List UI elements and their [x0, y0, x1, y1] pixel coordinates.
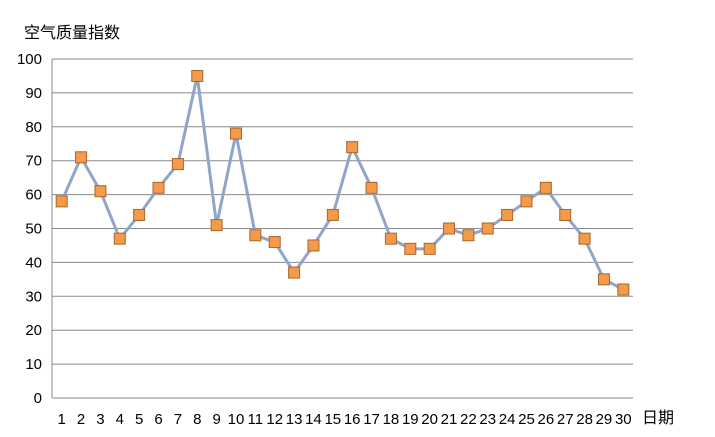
data-point — [191, 69, 204, 82]
series-line — [60, 74, 625, 291]
x-axis-ticks: 1 2 3 4 5 6 7 8 9 10 11 12 13 14 15 16 17 18 19 20 21 22 23 24 2… — [58, 411, 632, 428]
y-tick-label: 50 — [25, 221, 42, 238]
data-point — [384, 232, 397, 245]
x-tick-label: 9 — [212, 411, 220, 428]
x-tick-label: 2 — [77, 411, 85, 428]
y-tick-label: 90 — [25, 85, 42, 102]
x-tick-label: 24 — [499, 411, 516, 428]
data-point — [520, 195, 533, 208]
data-point — [501, 208, 514, 221]
data-point — [288, 266, 301, 279]
x-tick-label: 23 — [479, 411, 496, 428]
data-point — [75, 151, 88, 164]
data-point — [462, 229, 475, 242]
data-point — [559, 208, 572, 221]
x-tick-label: 11 — [248, 411, 264, 428]
y-tick-label: 20 — [25, 322, 42, 339]
x-tick-label: 5 — [135, 411, 143, 428]
x-tick-label: 10 — [228, 411, 245, 428]
data-point — [423, 242, 436, 255]
x-tick-label: 26 — [538, 411, 555, 428]
x-tick-label: 3 — [96, 411, 104, 428]
y-tick-label: 40 — [25, 254, 42, 271]
x-tick-label: 18 — [383, 411, 400, 428]
x-tick-label: 27 — [557, 411, 574, 428]
data-point — [229, 127, 242, 140]
x-tick-label: 14 — [305, 411, 322, 428]
y-tick-label: 0 — [34, 390, 42, 407]
x-tick-label: 13 — [286, 411, 303, 428]
x-tick-label: 20 — [421, 411, 438, 428]
x-tick-label: 29 — [596, 411, 613, 428]
x-tick-label: 15 — [324, 411, 341, 428]
x-tick-label: 7 — [174, 411, 182, 428]
x-tick-label: 1 — [58, 411, 66, 428]
data-point — [539, 181, 552, 194]
y-axis-ticks: 0 10 20 30 40 50 60 70 80 90 100 — [17, 51, 42, 407]
data-point — [578, 232, 591, 245]
x-tick-label: 4 — [116, 411, 124, 428]
y-axis-title: 空气质量指数 — [24, 23, 120, 42]
data-point — [152, 181, 165, 194]
data-point — [443, 222, 456, 235]
x-tick-label: 28 — [576, 411, 593, 428]
x-tick-label: 25 — [518, 411, 535, 428]
x-tick-label: 12 — [266, 411, 283, 428]
y-tick-label: 60 — [25, 187, 42, 204]
data-point — [94, 185, 107, 198]
x-tick-label: 30 — [615, 411, 632, 428]
series-layer — [55, 69, 630, 296]
data-point — [346, 141, 359, 154]
data-point — [365, 181, 378, 194]
data-point — [617, 283, 630, 296]
y-tick-label: 70 — [25, 153, 42, 170]
data-point — [597, 273, 610, 286]
x-axis-title: 日期 — [642, 408, 674, 427]
gridlines — [51, 58, 633, 399]
data-point — [326, 208, 339, 221]
data-point — [481, 222, 494, 235]
data-point — [55, 195, 68, 208]
x-tick-label: 8 — [193, 411, 201, 428]
x-tick-label: 19 — [402, 411, 419, 428]
y-tick-label: 100 — [17, 51, 42, 68]
data-point — [404, 242, 417, 255]
data-point — [249, 229, 262, 242]
x-tick-label: 21 — [441, 411, 458, 428]
x-tick-label: 22 — [460, 411, 477, 428]
data-point — [307, 239, 320, 252]
data-point — [113, 232, 126, 245]
data-point — [268, 236, 281, 249]
data-point — [210, 219, 223, 232]
x-tick-label: 6 — [154, 411, 162, 428]
y-tick-label: 30 — [25, 288, 42, 305]
x-tick-label: 16 — [344, 411, 361, 428]
x-tick-label: 17 — [363, 411, 380, 428]
data-point — [133, 208, 146, 221]
y-tick-label: 10 — [25, 356, 42, 373]
data-point — [171, 158, 184, 171]
y-tick-label: 80 — [25, 119, 42, 136]
